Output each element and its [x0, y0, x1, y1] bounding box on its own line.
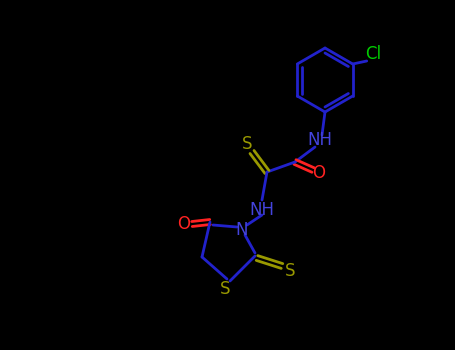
Text: O: O — [313, 164, 325, 182]
Text: S: S — [220, 280, 230, 298]
Text: Cl: Cl — [364, 45, 381, 63]
Text: NH: NH — [249, 201, 274, 219]
Text: O: O — [177, 215, 191, 233]
Text: S: S — [242, 135, 252, 153]
Text: S: S — [285, 262, 295, 280]
Text: NH: NH — [308, 131, 333, 149]
Text: N: N — [236, 221, 248, 239]
